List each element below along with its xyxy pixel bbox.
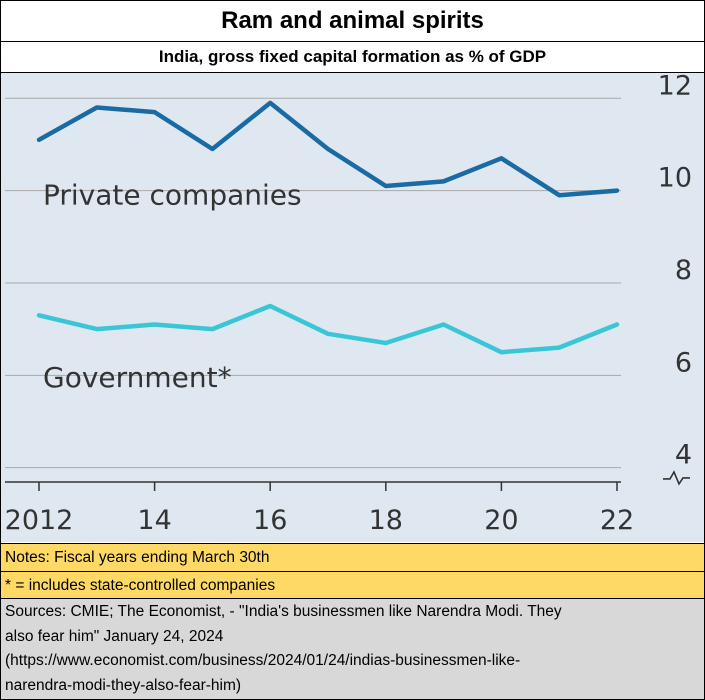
sources-line-1: Sources: CMIE; The Economist, - "India's… — [5, 603, 562, 620]
y-tick-labels: 12 10 8 6 4 — [658, 73, 692, 486]
x-tick-label-2016: 16 — [253, 505, 287, 536]
series-lines — [36, 100, 620, 355]
x-tick-label-2014: 14 — [137, 505, 171, 536]
series-label-government: Government* — [43, 361, 232, 394]
chart-subtitle: India, gross fixed capital formation as … — [1, 42, 704, 73]
y-tick-label-4: 4 — [675, 440, 692, 471]
x-tick-label-2012: 2012 — [5, 505, 74, 536]
y-tick-label-8: 8 — [675, 255, 692, 286]
sources-line-2: also fear him" January 24, 2024 — [5, 627, 224, 645]
sources-line-3: (https://www.economist.com/business/2024… — [5, 652, 521, 669]
series-label-private-companies: Private companies — [43, 178, 302, 211]
x-tick-label-2018: 18 — [369, 505, 403, 536]
x-axis — [5, 481, 621, 491]
x-tick-label-2020: 20 — [484, 505, 518, 536]
chart-title: Ram and animal spirits — [1, 1, 704, 42]
x-tick-label-2022: 22 — [600, 505, 634, 536]
axis-break-icon — [663, 470, 690, 486]
gridlines — [5, 97, 621, 469]
series-line-government — [36, 303, 620, 355]
y-tick-label-12: 12 — [658, 73, 692, 101]
series-line-private-companies — [36, 100, 620, 198]
note-fiscal-years: Notes: Fiscal years ending March 30th — [1, 543, 704, 571]
x-tick-labels: 2012 14 16 18 20 22 — [5, 505, 635, 536]
chart-area: 12 10 8 6 4 Private companies Government* 201… — [1, 73, 704, 542]
y-tick-label-10: 10 — [658, 163, 692, 194]
y-tick-label-6: 6 — [675, 347, 692, 378]
note-state-controlled: * = includes state-controlled companies — [1, 571, 704, 599]
sources-block: Sources: CMIE; The Economist, - "India's… — [1, 598, 704, 699]
sources-line-4: narendra-modi-they-also-fear-him) — [5, 676, 242, 694]
series-labels: Private companies Government* — [43, 178, 302, 393]
